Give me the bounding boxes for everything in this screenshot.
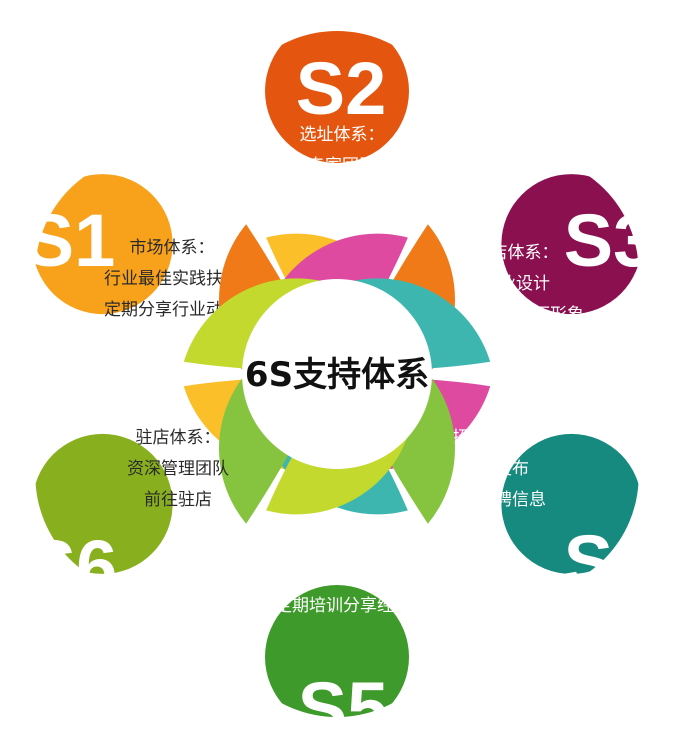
- petal-cap: [501, 433, 639, 574]
- petal-label-s1: S1: [25, 199, 116, 282]
- petal-heading: 选址体系：: [300, 125, 385, 145]
- petal-heading: 市场体系：: [130, 238, 215, 258]
- petal-desc-line: 定期培训分享经验: [275, 596, 411, 616]
- petal-label-s6: S6: [27, 525, 118, 608]
- center-circle: [242, 279, 432, 469]
- petal-heading: 培训体系：: [301, 534, 386, 554]
- petal-heading: 建店体系：: [474, 243, 559, 263]
- petal-label-s3: S3: [564, 199, 655, 282]
- petal-desc-line: 全面分析城市及选址: [266, 187, 419, 207]
- petal-desc-line: 资深管理团队: [127, 459, 229, 479]
- petal-cap: [35, 433, 173, 574]
- petal-label-s2: S2: [296, 47, 387, 130]
- petal-desc-line: 定期分享行业动态: [104, 300, 240, 320]
- petal-label-s4: S4: [564, 520, 655, 603]
- petal-label-s5: S5: [298, 667, 389, 748]
- petal-cap: [35, 174, 173, 315]
- petal-heading: 招人体系：: [453, 428, 538, 448]
- petal-desc-line: 资深设计师: [301, 565, 386, 585]
- petal-desc-line: 行业最佳实践扶持: [104, 269, 240, 289]
- petal-desc-line: 协助搭建店面形象: [448, 305, 584, 325]
- petal-desc-line: 前往驻店: [144, 490, 212, 510]
- center-title: 6S支持体系: [245, 355, 429, 395]
- petal-cap: [501, 174, 639, 315]
- petal-desc-line: 网络招聘信息: [444, 490, 546, 510]
- petal-desc-line: 专业设计: [482, 274, 550, 294]
- petal-desc-line: 协助发布: [461, 459, 529, 479]
- petal-desc-line: 专家团队: [308, 156, 376, 176]
- petal-cap: [265, 585, 409, 717]
- petal-heading: 驻店体系：: [136, 428, 221, 448]
- petal-cap: [265, 31, 409, 163]
